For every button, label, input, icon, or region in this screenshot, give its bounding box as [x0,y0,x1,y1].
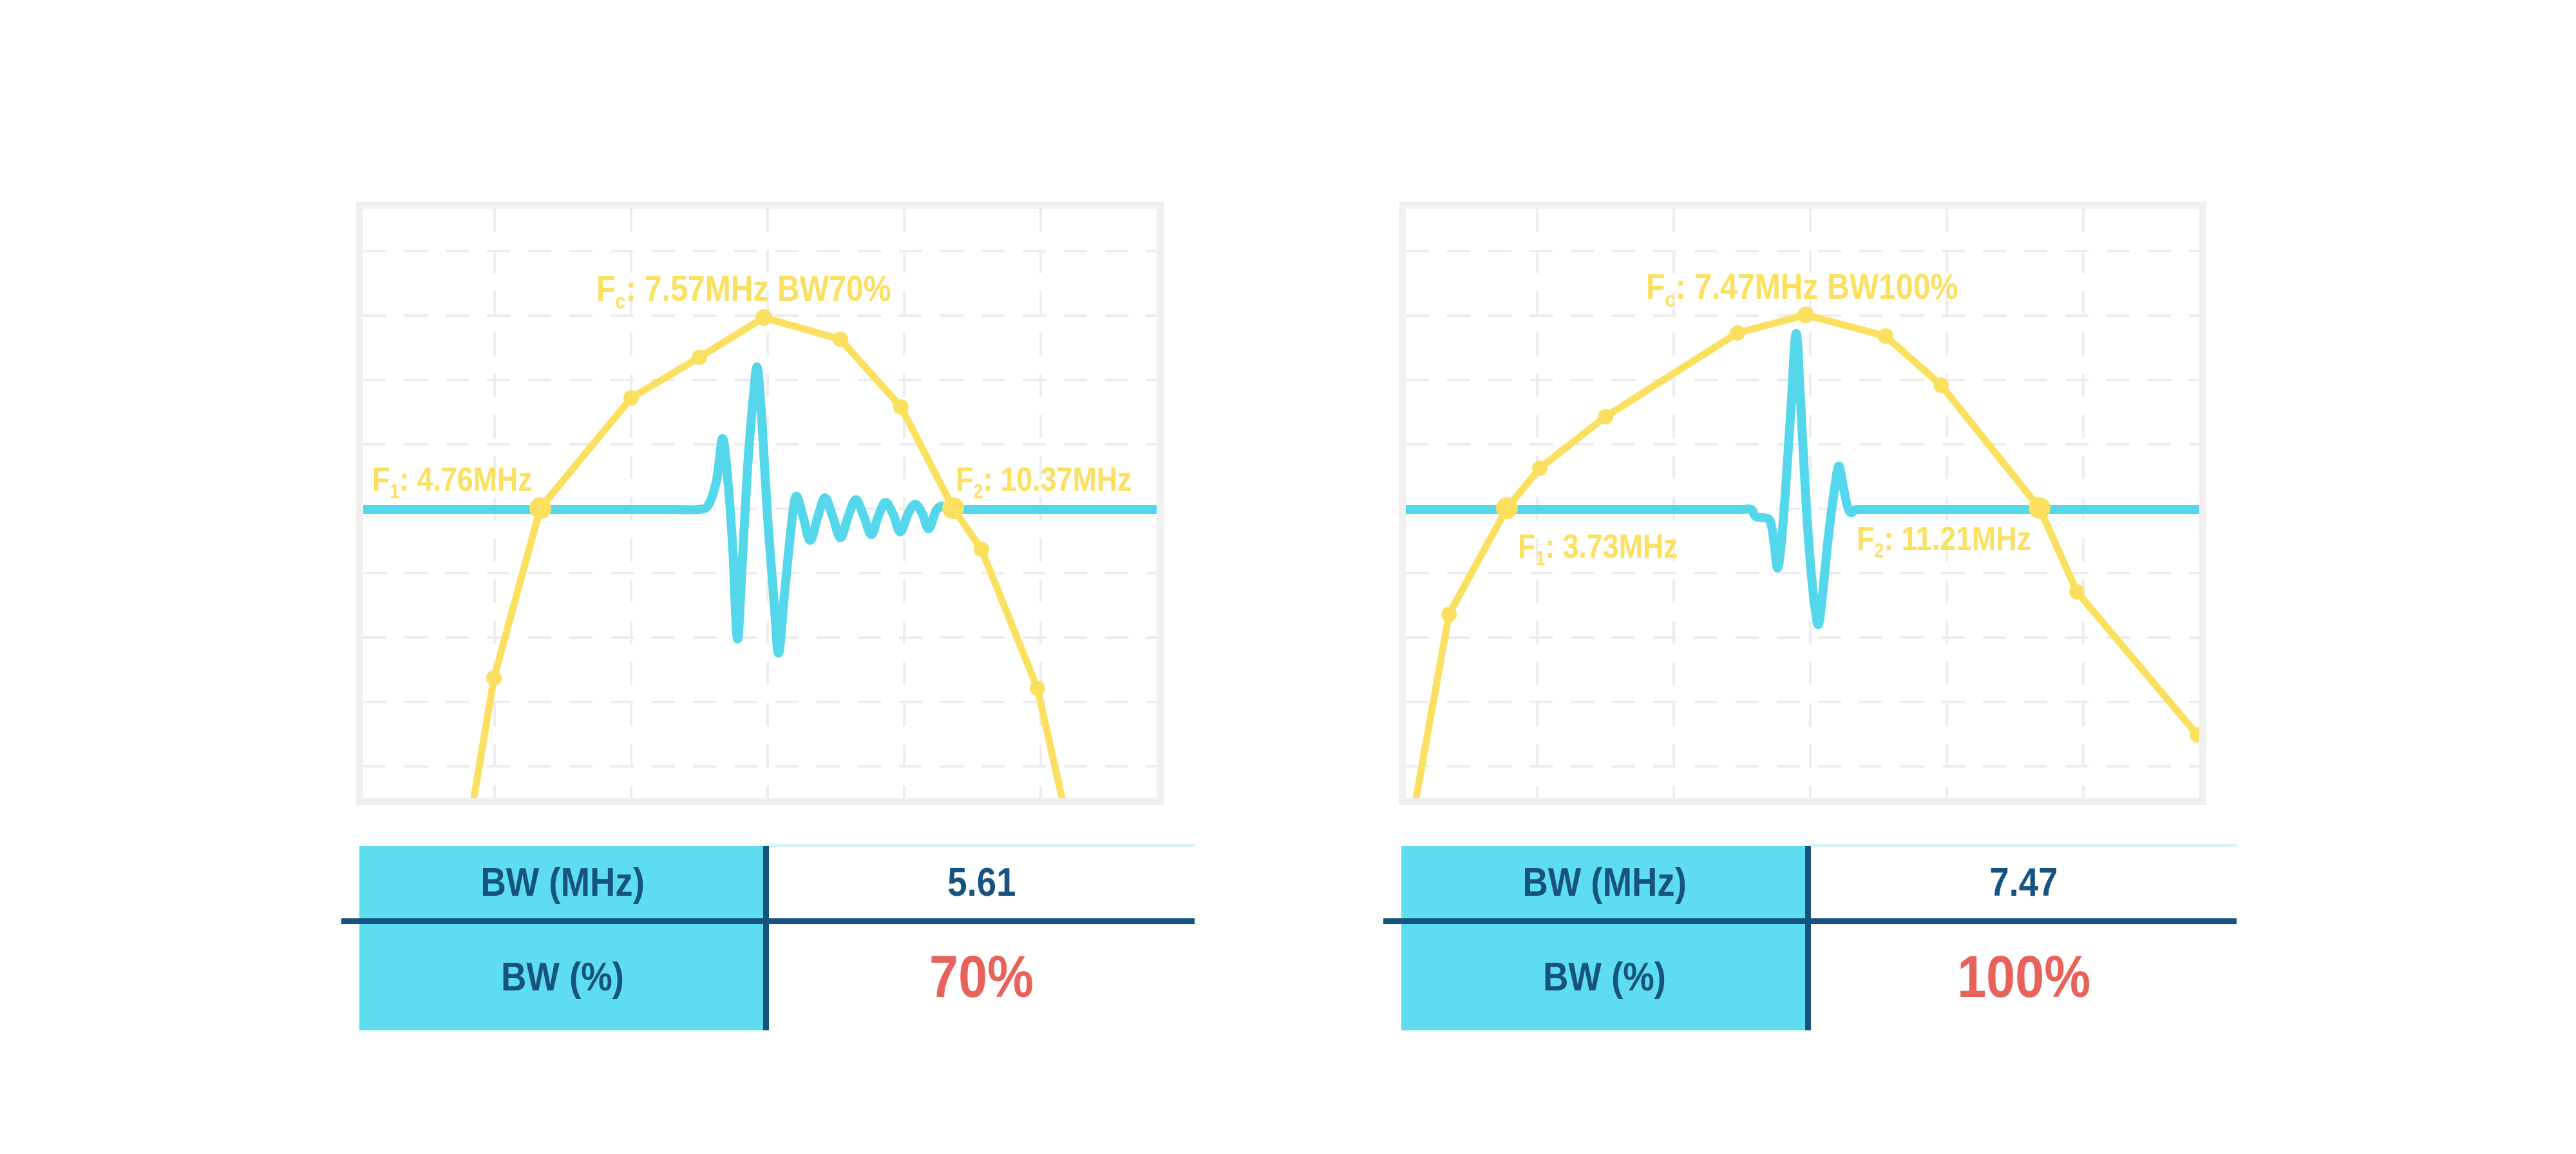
table-top-rule [766,844,1195,847]
center-frequency-label: Fc: 7.57MHz BW70% [596,268,891,312]
f1-value: : 3.73MHz [1545,528,1678,565]
chart-panel-100pct: Fc: 7.47MHz BW100% F1: 3.73MHz F2: 11.21… [1399,202,2206,805]
bw-mhz-label: BW (MHz) [1522,860,1687,905]
f2-value: : 10.37MHz [983,461,1132,498]
f1-base: F [372,461,390,498]
f1-label: F1: 3.73MHz [1518,528,1678,569]
bw-pct-value-cell: 70% [769,924,1195,1030]
table-top-rule [1808,844,2237,847]
f2-label: F2: 10.37MHz [956,461,1132,502]
fc-subscript: c [615,290,626,314]
spectrum-waveform-plot [363,209,1157,798]
bw-mhz-value-cell: 5.61 [769,846,1195,918]
plot-area-100pct: Fc: 7.47MHz BW100% F1: 3.73MHz F2: 11.21… [1406,209,2199,798]
bw-pct-value: 70% [929,944,1034,1010]
bw-mhz-value-cell: 7.47 [1811,846,2237,918]
f2-subscript: 2 [1874,539,1884,562]
bandwidth-table-70pct: BW (MHz) 5.61 BW (%) 70% [341,841,1195,1034]
f1-subscript: 1 [1535,547,1546,570]
bw-mhz-label: BW (MHz) [480,860,645,905]
table-row-divider [341,918,1195,924]
bandwidth-table-100pct: BW (MHz) 7.47 BW (%) 100% [1383,841,2237,1034]
center-frequency-label: Fc: 7.47MHz BW100% [1646,266,1958,310]
f1-base: F [1518,528,1536,565]
table-header-column [1401,846,1808,1030]
spectrum-waveform-plot [1406,209,2199,798]
bw-mhz-label-cell: BW (MHz) [359,846,766,918]
chart-panel-70pct: Fc: 7.57MHz BW70% F1: 4.76MHz F2: 10.37M… [356,202,1164,805]
f2-value: : 11.21MHz [1884,520,2031,558]
fc-base: F [1646,266,1665,307]
fc-value: : 7.47MHz BW100% [1675,266,1958,307]
bw-mhz-value: 7.47 [1989,860,2058,905]
bw-pct-value-cell: 100% [1811,924,2237,1030]
bw-pct-label: BW (%) [1543,955,1666,999]
table-column-divider [763,846,769,1030]
bw-mhz-value: 5.61 [947,860,1016,905]
f1-subscript: 1 [390,480,400,503]
f2-label: F2: 11.21MHz [1857,520,2031,561]
fc-base: F [596,268,616,308]
bw-pct-label: BW (%) [501,955,624,999]
table-header-column [359,846,766,1030]
table-column-divider [1805,846,1811,1030]
f1-value: : 4.76MHz [399,461,533,498]
plot-area-70pct: Fc: 7.57MHz BW70% F1: 4.76MHz F2: 10.37M… [363,209,1157,798]
f1-label: F1: 4.76MHz [372,461,533,502]
bw-pct-label-cell: BW (%) [1401,924,1808,1030]
bw-pct-value: 100% [1956,944,2091,1010]
fc-value: : 7.57MHz BW70% [625,268,891,308]
f2-base: F [956,461,974,498]
fc-subscript: c [1665,288,1676,312]
f2-base: F [1857,520,1875,558]
f2-subscript: 2 [973,480,983,503]
bw-mhz-label-cell: BW (MHz) [1401,846,1808,918]
bw-pct-label-cell: BW (%) [359,924,766,1030]
table-row-divider [1383,918,2237,924]
